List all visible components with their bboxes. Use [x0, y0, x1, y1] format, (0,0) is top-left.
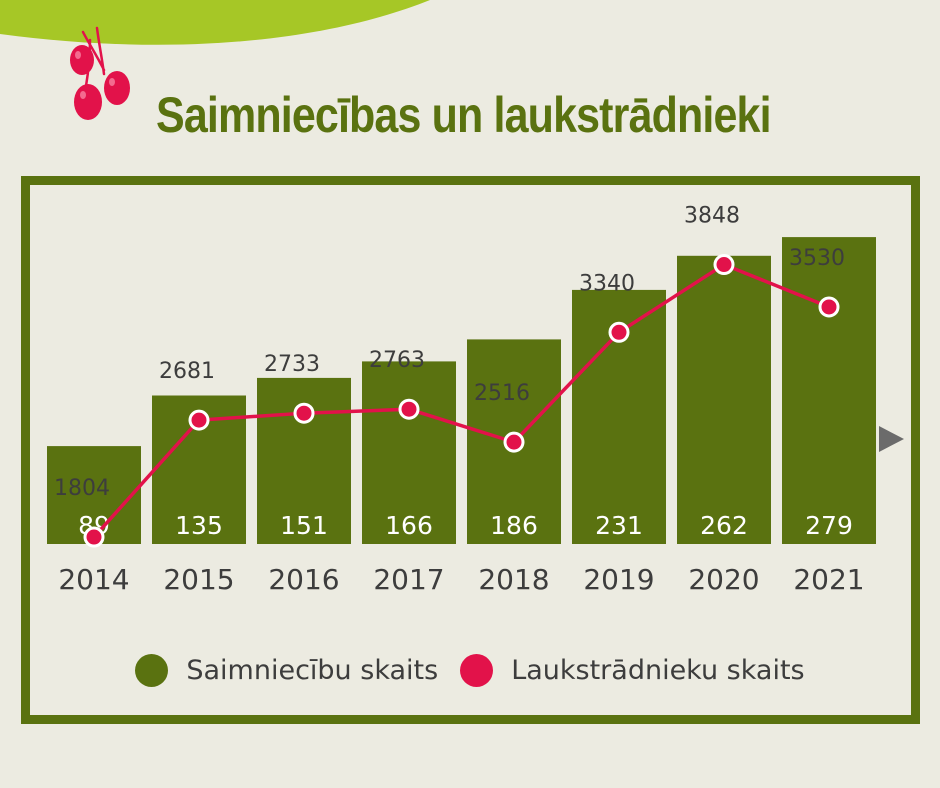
legend-item-saimniecibas: Saimniecību skaits: [135, 654, 438, 687]
gray-right-arrow-icon: [879, 426, 904, 452]
x-tick-label: 2017: [373, 563, 444, 596]
x-tick-label: 2020: [688, 563, 759, 596]
red-berries-icon: [70, 26, 130, 120]
bar-2020: [677, 255, 771, 545]
legend: Saimniecību skaits Laukstrādnieku skaits: [0, 654, 940, 687]
line-point: [608, 321, 630, 343]
x-tick-label: 2016: [268, 563, 339, 596]
bars-group: [47, 237, 876, 545]
decoration-layer: [0, 0, 430, 120]
line-point: [293, 402, 315, 424]
legend-item-laukstradnieki: Laukstrādnieku skaits: [460, 654, 805, 687]
line-value-label: 1804: [54, 476, 110, 501]
page-title: Saimniecības un laukstrādnieki: [156, 87, 772, 143]
x-tick-label: 2019: [583, 563, 654, 596]
x-tick-label: 2014: [58, 563, 129, 596]
bar-2021: [782, 237, 876, 544]
x-tick-label: 2018: [478, 563, 549, 596]
bar-value-label: 151: [280, 511, 328, 540]
bar-value-label: 279: [805, 511, 853, 540]
line-series-path: [92, 262, 830, 539]
line-value-label: 3340: [579, 271, 635, 296]
line-point: [188, 409, 210, 431]
bar-value-label: 166: [385, 511, 433, 540]
bar-value-labels: 89 135 151 166 186 231 262 279: [78, 511, 853, 540]
x-tick-label: 2015: [163, 563, 234, 596]
bar-value-label: 186: [490, 511, 538, 540]
legend-marker-line: [460, 654, 494, 687]
line-point: [398, 398, 420, 420]
line-value-label: 2733: [264, 352, 320, 377]
legend-marker-bar: [135, 654, 169, 687]
legend-label-laukstradnieki: Laukstrādnieku skaits: [511, 655, 805, 686]
line-value-label: 2763: [369, 348, 425, 373]
top-wave-shape: [0, 0, 430, 45]
line-value-label: 2681: [159, 359, 215, 384]
x-tick-label: 2021: [793, 563, 864, 596]
x-tick-labels: 2014 2015 2016 2017 2018 2019 2020 2021: [58, 563, 864, 596]
line-value-label: 3848: [684, 204, 740, 229]
bar-value-label: 231: [595, 511, 643, 540]
legend-label-saimniecibas: Saimniecību skaits: [186, 655, 439, 686]
bar-value-label: 135: [175, 511, 223, 540]
line-value-label: 2516: [474, 381, 530, 406]
line-value-label: 3530: [789, 246, 845, 271]
line-point: [503, 431, 525, 453]
line-series-group: 1804 2681 2733 2763 2516 3340 3848 3530: [54, 204, 845, 548]
line-point: [713, 254, 735, 276]
line-point: [818, 296, 840, 318]
bar-2017: [362, 361, 456, 544]
bar-value-label: 262: [700, 511, 748, 540]
line-point: [83, 526, 105, 548]
